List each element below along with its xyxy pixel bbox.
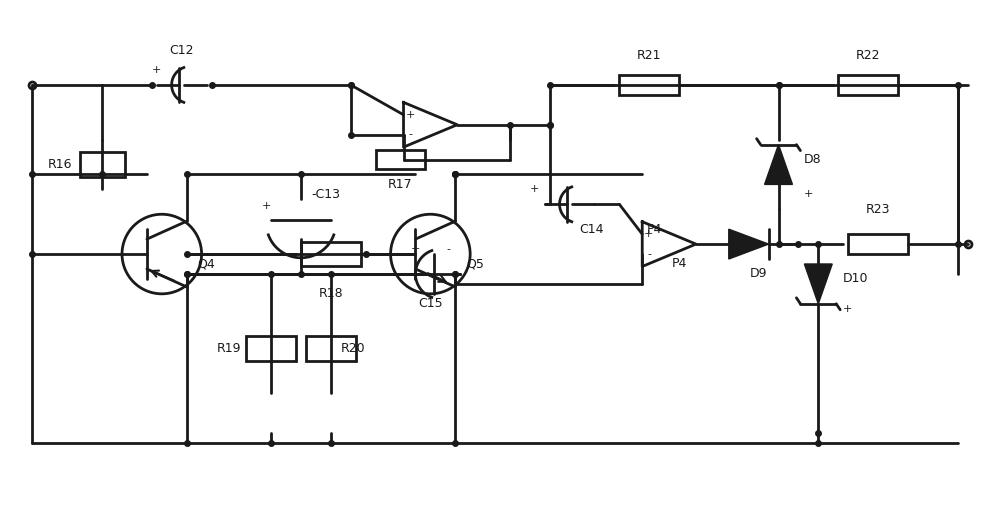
Bar	[246, 336, 296, 361]
Bar	[376, 149, 425, 169]
Text: -: -	[647, 249, 651, 259]
Text: Q4: Q4	[198, 257, 215, 270]
Text: P4: P4	[646, 223, 662, 236]
Bar	[301, 242, 361, 267]
Text: R17: R17	[388, 178, 413, 191]
Text: C14: C14	[580, 223, 604, 236]
Bar	[80, 152, 125, 177]
Text: +: +	[406, 110, 415, 120]
Text: +: +	[530, 184, 540, 194]
Polygon shape	[729, 229, 769, 259]
Text: -: -	[446, 244, 450, 254]
Text: R21: R21	[637, 49, 661, 62]
Text: -C13: -C13	[311, 188, 340, 201]
Text: +: +	[152, 65, 162, 75]
Text: +: +	[644, 229, 654, 239]
Bar	[306, 336, 356, 361]
Text: D10: D10	[843, 272, 869, 286]
Text: C12: C12	[169, 43, 194, 57]
Text: +: +	[411, 244, 420, 254]
Bar	[838, 75, 898, 95]
Polygon shape	[765, 145, 792, 184]
Polygon shape	[804, 264, 832, 304]
Text: R20: R20	[341, 342, 365, 355]
Text: R23: R23	[866, 203, 890, 216]
Text: +: +	[843, 304, 853, 314]
Text: R22: R22	[856, 49, 880, 62]
Text: +: +	[262, 201, 271, 211]
Text: C15: C15	[418, 297, 443, 310]
Bar	[619, 75, 679, 95]
Text: +: +	[803, 189, 813, 199]
Text: Q5: Q5	[466, 257, 484, 270]
Text: P4: P4	[671, 257, 687, 270]
Text: R19: R19	[217, 342, 241, 355]
Text: D9: D9	[750, 267, 767, 280]
Text: -: -	[408, 129, 412, 139]
Text: D8: D8	[803, 153, 821, 166]
Text: R16: R16	[48, 158, 72, 171]
Bar	[848, 234, 908, 254]
Text: R18: R18	[319, 287, 343, 300]
